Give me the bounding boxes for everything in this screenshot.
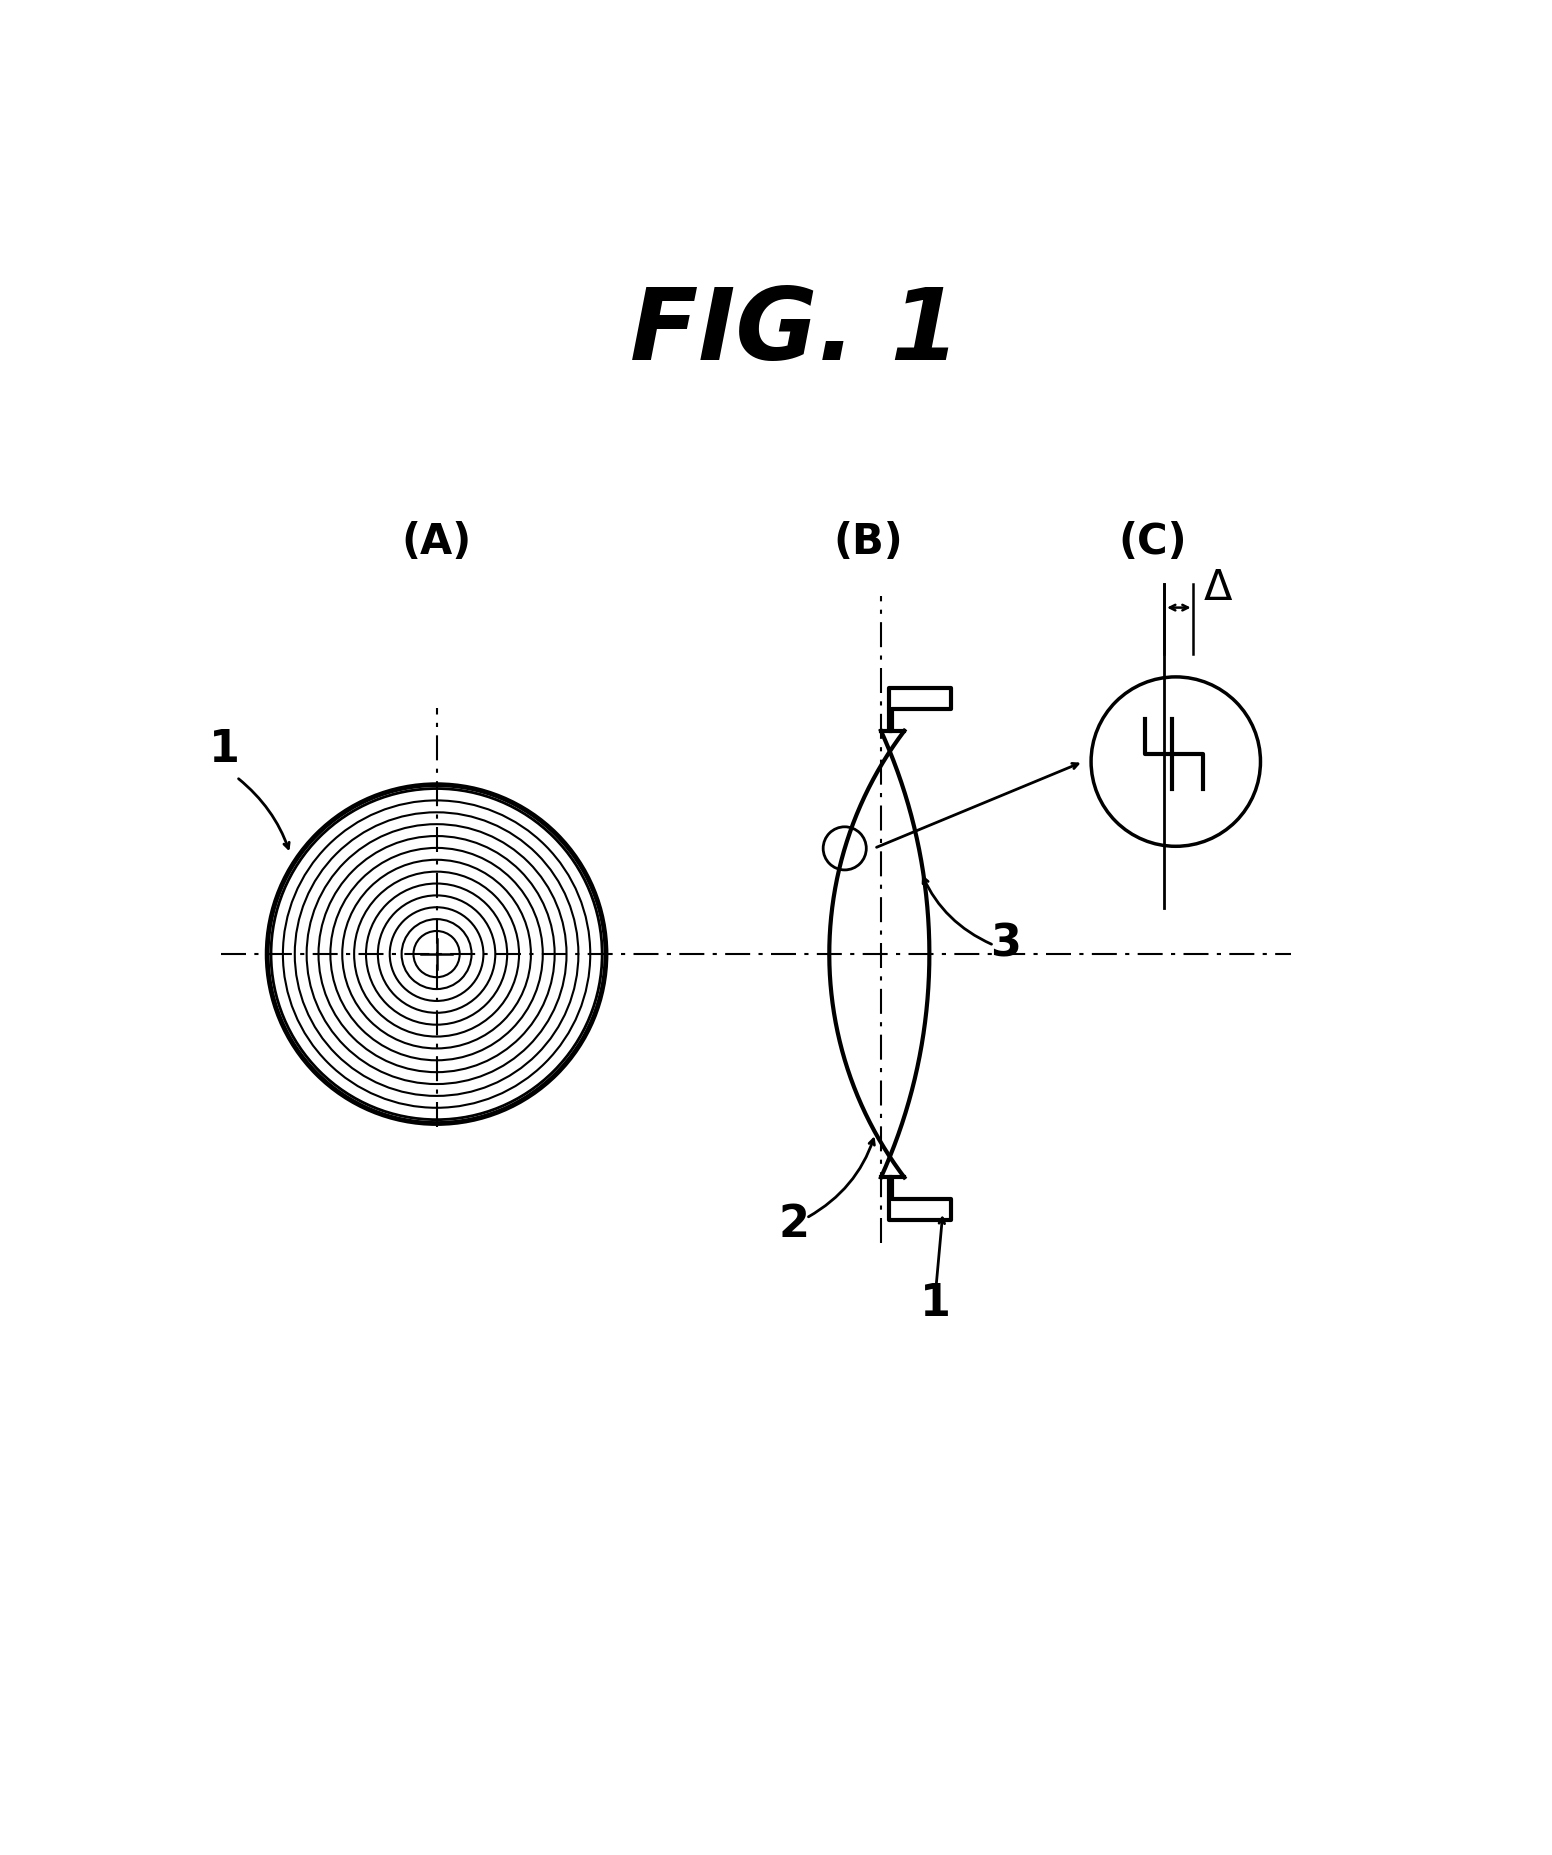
Text: 3: 3: [990, 924, 1021, 966]
Text: 1: 1: [210, 727, 241, 770]
Text: $\Delta$: $\Delta$: [1203, 568, 1232, 608]
Text: (B): (B): [833, 521, 903, 562]
Text: (A): (A): [402, 521, 472, 562]
Text: FIG. 1: FIG. 1: [630, 284, 961, 380]
Text: (C): (C): [1119, 521, 1187, 562]
Text: 2: 2: [779, 1204, 810, 1247]
Text: 1: 1: [920, 1282, 951, 1324]
